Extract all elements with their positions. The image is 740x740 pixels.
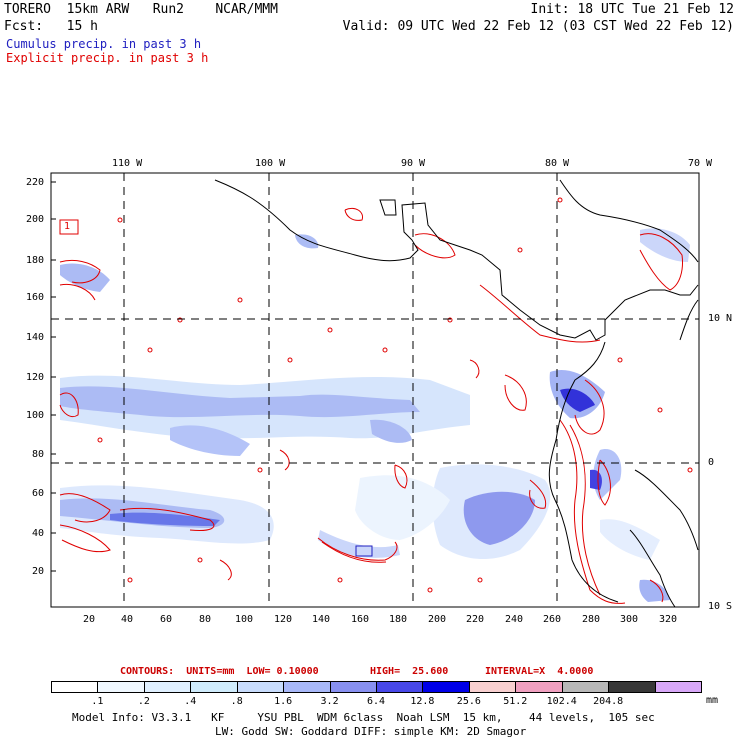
x-tick: 300 <box>620 614 639 625</box>
colorbar-swatch <box>376 681 424 693</box>
x-tick: 140 <box>312 614 331 625</box>
contour-high: HIGH= 25.600 <box>370 666 449 677</box>
colorbar-swatch <box>608 681 656 693</box>
lon-label-90w: 90 W <box>401 158 426 169</box>
colorbar-label: .8 <box>230 696 243 707</box>
footer-physics-info: LW: Godd SW: Goddard DIFF: simple KM: 2D… <box>215 725 527 738</box>
colorbar-swatch <box>283 681 331 693</box>
colorbar-swatch <box>468 681 517 693</box>
colorbar-swatch <box>236 681 285 693</box>
colorbar-swatch <box>97 681 145 693</box>
x-tick: 320 <box>659 614 678 625</box>
contour-label-box <box>59 219 79 235</box>
station-marker <box>355 545 373 557</box>
colorbar-label: .2 <box>137 696 150 707</box>
x-tick: 200 <box>428 614 447 625</box>
contour-units: CONTOURS: UNITS=mm LOW= 0.10000 <box>120 666 319 677</box>
x-tick: 20 <box>83 614 96 625</box>
y-tick: 220 <box>26 177 45 188</box>
colorbar-label: 1.6 <box>274 696 293 707</box>
y-tick: 20 <box>32 566 45 577</box>
colorbar-swatch <box>654 681 702 693</box>
explicit-precip-contours <box>59 197 693 604</box>
x-tick: 80 <box>199 614 212 625</box>
x-tick: 260 <box>543 614 562 625</box>
header-forecast-hour: Fcst: 15 h <box>4 19 98 34</box>
header-init-time: Init: 18 UTC Tue 21 Feb 12 <box>530 2 735 17</box>
header-valid-time: Valid: 09 UTC Wed 22 Feb 12 (03 CST Wed … <box>342 19 734 34</box>
x-tick: 220 <box>466 614 485 625</box>
colorbar-swatch <box>143 681 192 693</box>
lon-label-100w: 100 W <box>255 158 286 169</box>
colorbar-label: 51.2 <box>503 696 528 707</box>
colorbar-label: 6.4 <box>366 696 386 707</box>
colorbar-label: 102.4 <box>546 696 577 707</box>
y-tick: 120 <box>26 372 45 383</box>
colorbar-label: 25.6 <box>456 696 481 707</box>
y-tick: 180 <box>26 255 45 266</box>
y-tick: 100 <box>26 410 45 421</box>
map-frame <box>50 172 700 608</box>
colorbar-swatch <box>329 681 377 693</box>
footer-model-info: Model Info: V3.3.1 KF YSU PBL WDM 6class… <box>72 711 655 724</box>
legend-cumulus-precip: Cumulus precip. in past 3 h <box>6 37 202 51</box>
colorbar-label: 204.8 <box>593 696 624 707</box>
x-tick: 120 <box>274 614 293 625</box>
colorbar-label: .1 <box>91 696 104 707</box>
y-tick: 160 <box>26 292 45 303</box>
colorbar-label: .4 <box>184 696 197 707</box>
colorbar-swatch <box>515 681 563 693</box>
colorbar-swatch <box>422 681 470 693</box>
x-tick: 240 <box>505 614 524 625</box>
x-tick: 160 <box>351 614 370 625</box>
colorbar-label: 12.8 <box>410 696 435 707</box>
lon-label-80w: 80 W <box>545 158 570 169</box>
lat-label-0: 0 <box>708 457 715 468</box>
y-tick: 60 <box>32 488 45 499</box>
axis-ticks <box>51 181 56 572</box>
coastlines <box>214 179 699 607</box>
contour-label: 1 <box>64 221 71 232</box>
x-tick: 180 <box>389 614 408 625</box>
cumulus-precip-shading <box>60 228 690 602</box>
y-tick: 80 <box>32 449 45 460</box>
y-tick: 200 <box>26 214 45 225</box>
colorbar-unit: mm <box>706 695 719 706</box>
latlon-grid <box>51 173 699 607</box>
colorbar-label: 3.2 <box>320 696 339 707</box>
colorbar-swatch <box>190 681 238 693</box>
header-run-info: TORERO 15km ARW Run2 NCAR/MMM <box>4 2 278 17</box>
legend-explicit-precip: Explicit precip. in past 3 h <box>6 51 209 65</box>
y-tick: 140 <box>26 332 45 343</box>
x-tick: 100 <box>235 614 254 625</box>
colorbar-swatch <box>51 681 99 693</box>
x-tick: 60 <box>160 614 173 625</box>
lat-label-10s: 10 S <box>708 601 733 612</box>
lon-label-70w: 70 W <box>688 158 713 169</box>
contour-interval: INTERVAL=X 4.0000 <box>485 666 594 677</box>
x-tick: 40 <box>121 614 134 625</box>
y-tick: 40 <box>32 528 45 539</box>
colorbar-swatch <box>561 681 610 693</box>
lon-label-110w: 110 W <box>112 158 143 169</box>
lat-label-10n: 10 N <box>708 313 733 324</box>
x-tick: 280 <box>582 614 601 625</box>
